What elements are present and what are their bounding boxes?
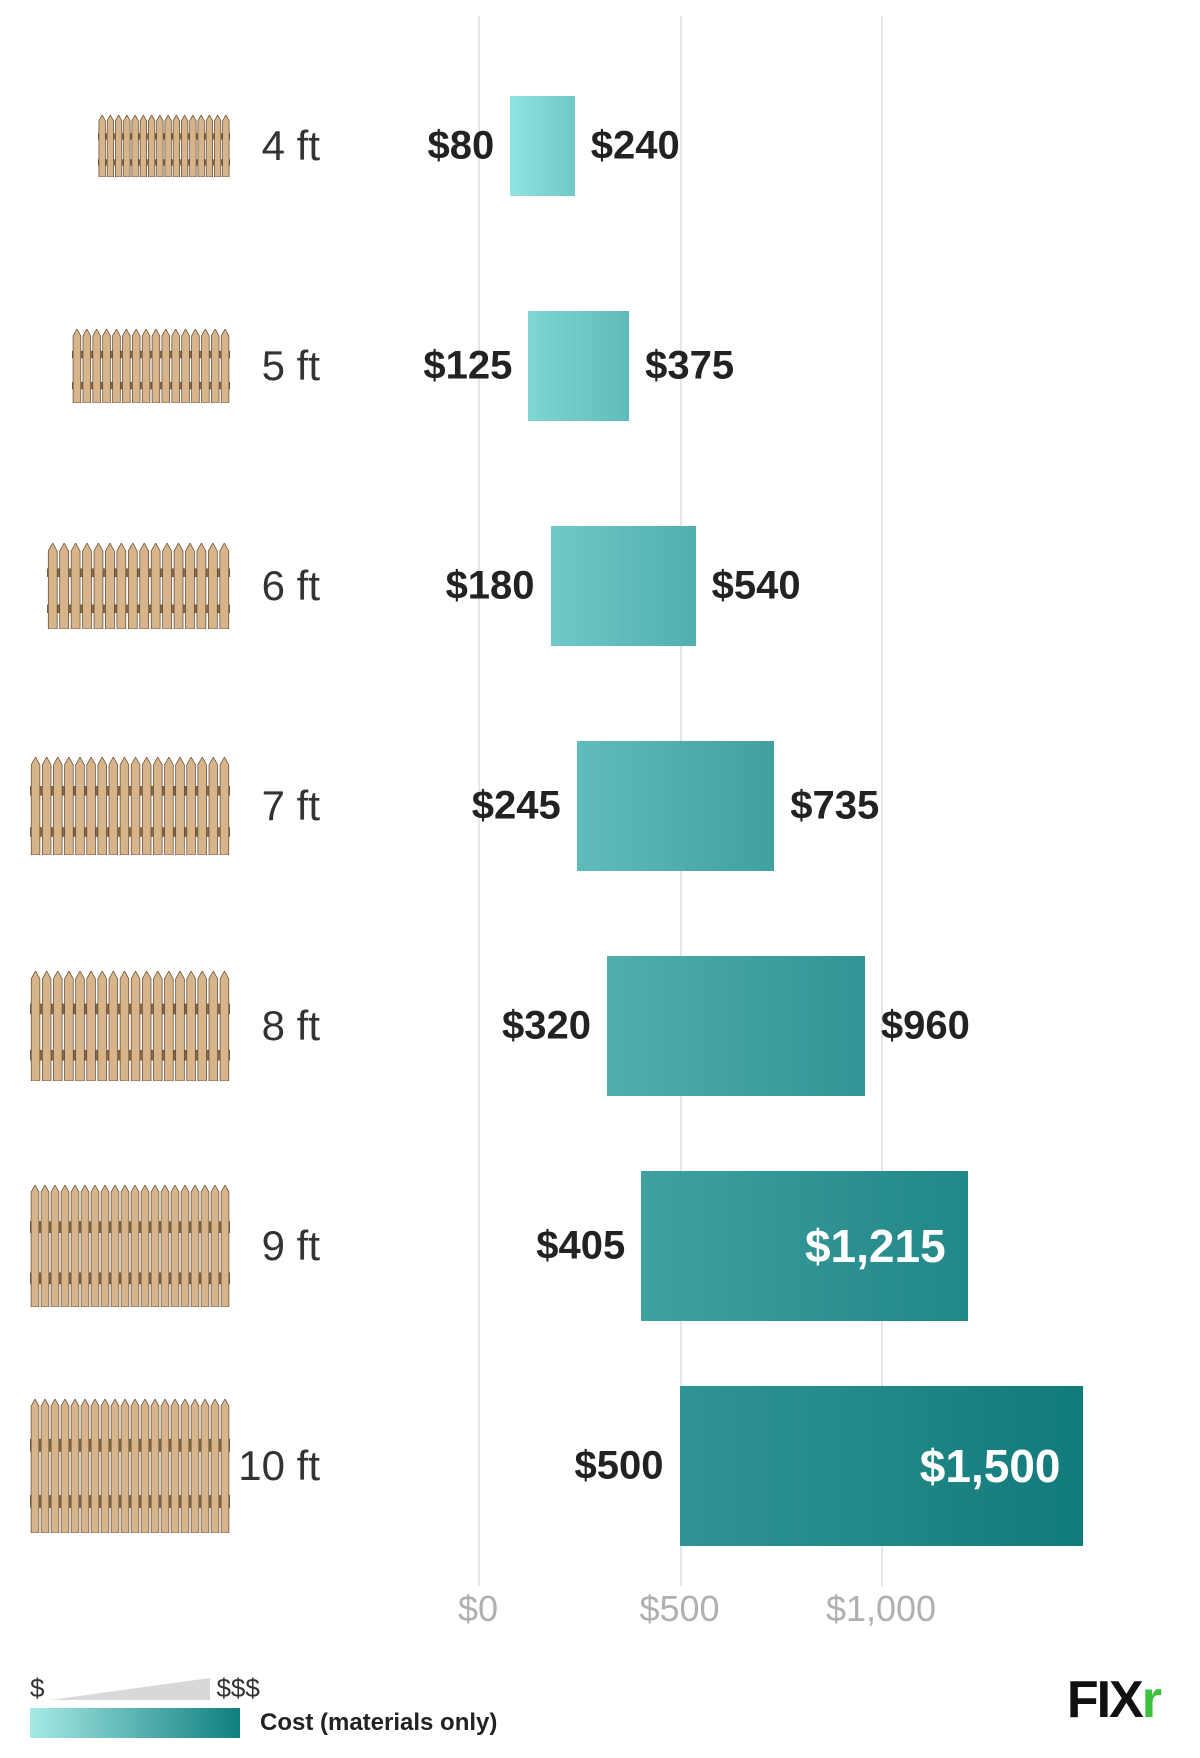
chart-row: 8 ft $320 $960	[0, 936, 1200, 1116]
high-price-label: $375	[645, 344, 734, 389]
chart-row: 9 ft $405 $1,215	[0, 1156, 1200, 1336]
high-price-label: $960	[881, 1004, 970, 1049]
high-price-label: $540	[712, 564, 801, 609]
range-bar	[607, 956, 865, 1096]
high-price-label: $240	[591, 124, 680, 169]
fence-icon	[72, 329, 230, 403]
high-price-label: $735	[790, 784, 879, 829]
low-price-label: $125	[423, 344, 512, 389]
brand-logo: FIXr	[1067, 1670, 1160, 1730]
chart-row: 5 ft $125 $375	[0, 276, 1200, 456]
low-price-label: $245	[472, 784, 561, 829]
fence-icon	[30, 971, 230, 1081]
height-label: 9 ft	[262, 1222, 320, 1270]
legend-wedge-icon	[50, 1678, 210, 1700]
range-bar	[551, 526, 696, 646]
chart-area: $0$500$1,000 4 ft$80$2405 ft$125$3756 ft…	[0, 16, 1200, 1586]
height-label: 7 ft	[262, 782, 320, 830]
height-label: 5 ft	[262, 342, 320, 390]
range-bar	[510, 96, 574, 196]
height-label: 6 ft	[262, 562, 320, 610]
height-label: 10 ft	[238, 1442, 320, 1490]
x-tick-label: $1,000	[826, 1588, 936, 1630]
brand-accent: r	[1142, 1671, 1160, 1729]
chart-row: 4 ft $80 $240	[0, 56, 1200, 236]
x-tick-label: $500	[639, 1588, 719, 1630]
height-label: 8 ft	[262, 1002, 320, 1050]
legend-gradient-swatch	[30, 1708, 240, 1738]
chart-row: 6 ft $180 $540	[0, 496, 1200, 676]
fence-icon	[47, 543, 230, 629]
low-price-label: $80	[428, 124, 495, 169]
fence-icon	[30, 1399, 230, 1533]
high-price-label: $1,215	[805, 1219, 946, 1273]
chart-rows-container: 4 ft $80 $240 5 ft $125 $375 6 ft $180 $540 7 ft $…	[0, 16, 1200, 1586]
legend-low-symbol: $	[30, 1673, 44, 1704]
legend-high-symbol: $$$	[216, 1673, 259, 1704]
low-price-label: $500	[575, 1444, 664, 1489]
chart-row: 10 ft $500 $1,500	[0, 1376, 1200, 1556]
low-price-label: $180	[446, 564, 535, 609]
height-label: 4 ft	[262, 122, 320, 170]
legend-caption: Cost (materials only)	[260, 1709, 497, 1737]
x-tick-label: $0	[458, 1588, 498, 1630]
low-price-label: $405	[536, 1224, 625, 1269]
fence-icon	[30, 1185, 230, 1307]
range-bar	[528, 311, 629, 421]
brand-text: FIX	[1067, 1671, 1142, 1729]
high-price-label: $1,500	[920, 1439, 1061, 1493]
chart-row: 7 ft $245 $735	[0, 716, 1200, 896]
range-bar	[577, 741, 774, 871]
fence-icon	[98, 115, 230, 177]
low-price-label: $320	[502, 1004, 591, 1049]
legend: $ $$$ Cost (materials only)	[30, 1673, 497, 1738]
fence-icon	[30, 757, 230, 855]
